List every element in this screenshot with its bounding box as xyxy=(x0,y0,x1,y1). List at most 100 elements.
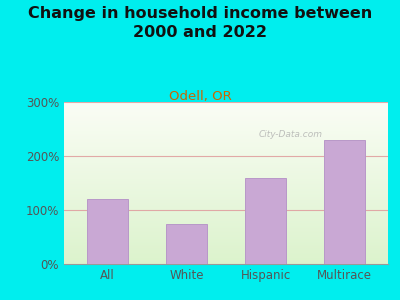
Bar xyxy=(64,241,388,242)
Bar xyxy=(64,174,388,175)
Text: Odell, OR: Odell, OR xyxy=(169,90,231,103)
Bar xyxy=(64,202,388,203)
Bar xyxy=(64,199,388,200)
Bar xyxy=(64,149,388,150)
Bar xyxy=(64,151,388,152)
Bar xyxy=(64,128,388,129)
Bar xyxy=(64,200,388,201)
Bar xyxy=(64,135,388,136)
Text: City-Data.com: City-Data.com xyxy=(259,130,323,139)
Bar xyxy=(64,156,388,157)
Bar xyxy=(64,124,388,125)
Bar xyxy=(64,142,388,143)
Bar xyxy=(64,157,388,158)
Bar xyxy=(64,148,388,149)
Bar xyxy=(64,137,388,138)
Bar xyxy=(64,115,388,116)
Bar xyxy=(64,249,388,250)
Bar xyxy=(64,223,388,224)
Bar xyxy=(64,186,388,187)
Bar xyxy=(64,232,388,233)
Bar xyxy=(64,245,388,246)
Bar xyxy=(64,229,388,230)
Bar xyxy=(64,159,388,160)
Bar xyxy=(64,262,388,263)
Text: Change in household income between
2000 and 2022: Change in household income between 2000 … xyxy=(28,6,372,40)
Bar xyxy=(64,248,388,249)
Bar xyxy=(64,161,388,162)
Bar xyxy=(64,114,388,115)
Bar xyxy=(64,187,388,188)
Bar xyxy=(64,198,388,199)
Bar xyxy=(64,178,388,179)
Bar xyxy=(64,239,388,240)
Bar xyxy=(64,121,388,122)
Bar xyxy=(64,150,388,151)
Bar xyxy=(64,139,388,140)
Bar xyxy=(64,182,388,183)
Bar xyxy=(64,238,388,239)
Bar xyxy=(64,225,388,226)
Bar xyxy=(64,258,388,259)
Bar xyxy=(64,118,388,119)
Bar xyxy=(64,133,388,134)
Bar xyxy=(64,117,388,118)
Bar xyxy=(64,189,388,190)
Bar xyxy=(64,192,388,193)
Bar xyxy=(64,243,388,244)
Bar xyxy=(64,160,388,161)
Bar xyxy=(64,259,388,260)
Bar xyxy=(64,143,388,144)
Bar xyxy=(64,111,388,112)
Bar xyxy=(64,102,388,103)
Bar xyxy=(64,205,388,206)
Bar xyxy=(64,230,388,231)
Bar xyxy=(64,250,388,251)
Bar xyxy=(64,155,388,156)
Bar xyxy=(64,166,388,167)
Bar xyxy=(245,178,286,264)
Bar xyxy=(64,208,388,209)
Bar xyxy=(64,131,388,132)
Bar xyxy=(64,126,388,127)
Bar xyxy=(166,224,207,264)
Bar xyxy=(64,127,388,128)
Bar xyxy=(64,191,388,192)
Bar xyxy=(64,211,388,212)
Bar xyxy=(64,140,388,141)
Bar xyxy=(64,104,388,105)
Bar xyxy=(64,125,388,126)
Bar xyxy=(64,147,388,148)
Bar xyxy=(64,122,388,123)
Bar xyxy=(64,136,388,137)
Bar xyxy=(64,105,388,106)
Bar xyxy=(324,140,365,264)
Bar xyxy=(64,255,388,256)
Bar xyxy=(64,237,388,238)
Bar xyxy=(64,242,388,243)
Bar xyxy=(64,215,388,216)
Bar xyxy=(64,190,388,191)
Bar xyxy=(64,256,388,257)
Bar xyxy=(64,116,388,117)
Bar xyxy=(64,146,388,147)
Bar xyxy=(64,185,388,186)
Bar xyxy=(64,209,388,210)
Bar xyxy=(64,108,388,109)
Bar xyxy=(64,181,388,182)
Bar xyxy=(64,210,388,211)
Bar xyxy=(64,203,388,204)
Bar xyxy=(64,145,388,146)
Bar xyxy=(64,106,388,107)
Bar xyxy=(87,199,128,264)
Bar xyxy=(64,144,388,145)
Bar xyxy=(64,113,388,114)
Bar xyxy=(64,170,388,171)
Bar xyxy=(64,261,388,262)
Bar xyxy=(64,195,388,196)
Bar xyxy=(64,247,388,248)
Bar xyxy=(64,252,388,253)
Bar xyxy=(64,138,388,139)
Bar xyxy=(64,103,388,104)
Bar xyxy=(64,184,388,185)
